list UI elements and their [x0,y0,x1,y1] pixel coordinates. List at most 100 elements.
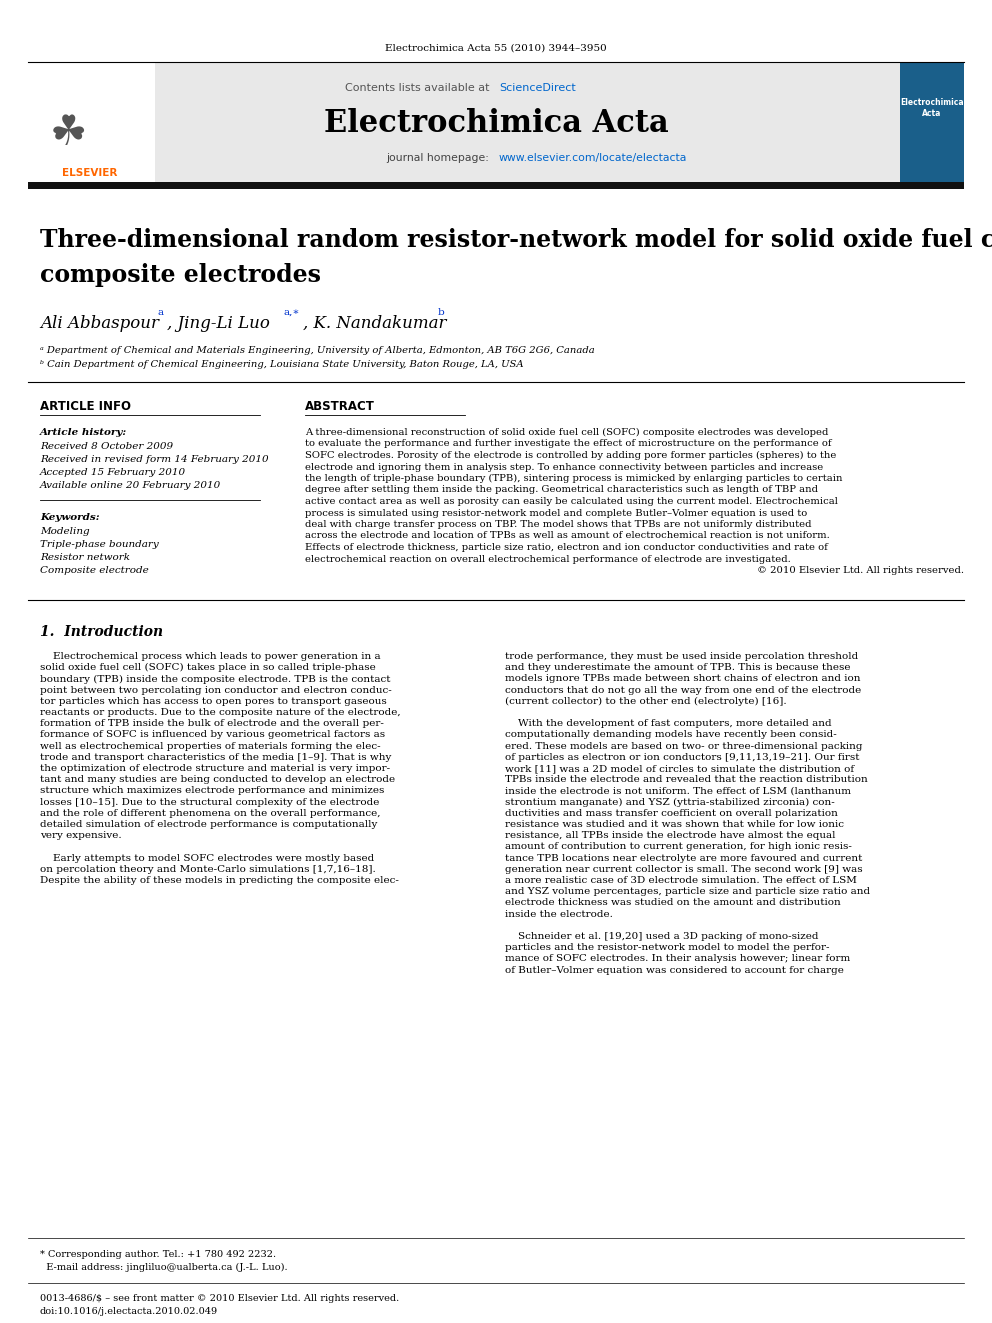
Text: reactants or products. Due to the composite nature of the electrode,: reactants or products. Due to the compos… [40,708,401,717]
Text: electrochemical reaction on overall electrochemical performance of electrode are: electrochemical reaction on overall elec… [305,554,791,564]
Text: tance TPB locations near electrolyte are more favoured and current: tance TPB locations near electrolyte are… [505,853,862,863]
Text: computationally demanding models have recently been consid-: computationally demanding models have re… [505,730,836,740]
Text: inside the electrode is not uniform. The effect of LSM (lanthanum: inside the electrode is not uniform. The… [505,786,851,795]
Bar [900,62,964,183]
Text: Received in revised form 14 February 2010: Received in revised form 14 February 201… [40,455,269,464]
Text: trode and transport characteristics of the media [1–9]. That is why: trode and transport characteristics of t… [40,753,392,762]
Text: E-mail address: jingliluo@ualberta.ca (J.-L. Luo).: E-mail address: jingliluo@ualberta.ca (J… [40,1263,288,1273]
Text: Three-dimensional random resistor-network model for solid oxide fuel cell: Three-dimensional random resistor-networ… [40,228,992,251]
Text: A three-dimensional reconstruction of solid oxide fuel cell (SOFC) composite ele: A three-dimensional reconstruction of so… [305,429,828,437]
Text: across the electrode and location of TPBs as well as amount of electrochemical r: across the electrode and location of TPB… [305,532,829,541]
Text: point between two percolating ion conductor and electron conduc-: point between two percolating ion conduc… [40,685,392,695]
Text: the length of triple-phase boundary (TPB), sintering process is mimicked by enla: the length of triple-phase boundary (TPB… [305,474,842,483]
Text: ARTICLE INFO: ARTICLE INFO [40,400,131,413]
Text: ered. These models are based on two- or three-dimensional packing: ered. These models are based on two- or … [505,742,862,750]
Text: ☘: ☘ [50,112,86,153]
Text: the optimization of electrode structure and material is very impor-: the optimization of electrode structure … [40,763,390,773]
Text: boundary (TPB) inside the composite electrode. TPB is the contact: boundary (TPB) inside the composite elec… [40,675,391,684]
Text: conductors that do not go all the way from one end of the electrode: conductors that do not go all the way fr… [505,685,861,695]
Text: Electrochimica Acta: Electrochimica Acta [323,107,669,139]
Text: resistance was studied and it was shown that while for low ionic: resistance was studied and it was shown … [505,820,844,830]
Text: Received 8 October 2009: Received 8 October 2009 [40,442,174,451]
Text: electrode thickness was studied on the amount and distribution: electrode thickness was studied on the a… [505,898,841,908]
Text: Modeling: Modeling [40,527,89,536]
Text: electrode and ignoring them in analysis step. To enhance connectivity between pa: electrode and ignoring them in analysis … [305,463,823,471]
Text: models ignore TPBs made between short chains of electron and ion: models ignore TPBs made between short ch… [505,675,860,684]
Text: well as electrochemical properties of materials forming the elec-: well as electrochemical properties of ma… [40,742,381,750]
Bar [155,62,900,183]
Text: ᵃ Department of Chemical and Materials Engineering, University of Alberta, Edmon: ᵃ Department of Chemical and Materials E… [40,347,595,355]
Text: Electrochemical process which leads to power generation in a: Electrochemical process which leads to p… [40,652,381,662]
Text: Accepted 15 February 2010: Accepted 15 February 2010 [40,468,186,478]
Text: structure which maximizes electrode performance and minimizes: structure which maximizes electrode perf… [40,786,384,795]
Text: solid oxide fuel cell (SOFC) takes place in so called triple-phase: solid oxide fuel cell (SOFC) takes place… [40,663,376,672]
Text: b: b [438,308,444,318]
Text: Ali Abbaspour: Ali Abbaspour [40,315,159,332]
Text: losses [10–15]. Due to the structural complexity of the electrode: losses [10–15]. Due to the structural co… [40,798,379,807]
Text: ductivities and mass transfer coefficient on overall polarization: ductivities and mass transfer coefficien… [505,808,838,818]
Text: active contact area as well as porosity can easily be calculated using the curre: active contact area as well as porosity … [305,497,838,505]
Text: * Corresponding author. Tel.: +1 780 492 2232.: * Corresponding author. Tel.: +1 780 492… [40,1250,276,1259]
Text: 1.  Introduction: 1. Introduction [40,624,163,639]
Text: and YSZ volume percentages, particle size and particle size ratio and: and YSZ volume percentages, particle siz… [505,888,870,896]
Text: , Jing-Li Luo: , Jing-Li Luo [167,315,270,332]
Text: Electrochimica
Acta: Electrochimica Acta [900,98,964,118]
Text: Contents lists available at: Contents lists available at [345,83,493,93]
Text: www.elsevier.com/locate/electacta: www.elsevier.com/locate/electacta [499,153,687,163]
Text: composite electrodes: composite electrodes [40,263,321,287]
Text: resistance, all TPBs inside the electrode have almost the equal: resistance, all TPBs inside the electrod… [505,831,835,840]
Text: Early attempts to model SOFC electrodes were mostly based: Early attempts to model SOFC electrodes … [40,853,374,863]
Text: degree after settling them inside the packing. Geometrical characteristics such : degree after settling them inside the pa… [305,486,818,495]
Text: , K. Nandakumar: , K. Nandakumar [303,315,446,332]
Text: Article history:: Article history: [40,429,127,437]
Text: formance of SOFC is influenced by various geometrical factors as: formance of SOFC is influenced by variou… [40,730,385,740]
Text: Despite the ability of these models in predicting the composite elec-: Despite the ability of these models in p… [40,876,399,885]
Text: Available online 20 February 2010: Available online 20 February 2010 [40,482,221,490]
Text: doi:10.1016/j.electacta.2010.02.049: doi:10.1016/j.electacta.2010.02.049 [40,1307,218,1316]
Text: Electrochimica Acta 55 (2010) 3944–3950: Electrochimica Acta 55 (2010) 3944–3950 [385,44,607,53]
Text: amount of contribution to current generation, for high ionic resis-: amount of contribution to current genera… [505,843,852,852]
Text: journal homepage:: journal homepage: [387,153,493,163]
Text: Effects of electrode thickness, particle size ratio, electron and ion conductor : Effects of electrode thickness, particle… [305,542,828,552]
Text: mance of SOFC electrodes. In their analysis however; linear form: mance of SOFC electrodes. In their analy… [505,954,850,963]
Text: generation near current collector is small. The second work [9] was: generation near current collector is sma… [505,865,863,873]
Text: particles and the resistor-network model to model the perfor-: particles and the resistor-network model… [505,943,829,953]
Text: Triple-phase boundary: Triple-phase boundary [40,540,159,549]
Text: ScienceDirect: ScienceDirect [499,83,575,93]
Text: of Butler–Volmer equation was considered to account for charge: of Butler–Volmer equation was considered… [505,966,844,975]
Text: 0013-4686/$ – see front matter © 2010 Elsevier Ltd. All rights reserved.: 0013-4686/$ – see front matter © 2010 El… [40,1294,399,1303]
Text: on percolation theory and Monte-Carlo simulations [1,7,16–18].: on percolation theory and Monte-Carlo si… [40,865,376,873]
Text: inside the electrode.: inside the electrode. [505,910,613,918]
Text: very expensive.: very expensive. [40,831,122,840]
Text: tant and many studies are being conducted to develop an electrode: tant and many studies are being conducte… [40,775,395,785]
Text: a,∗: a,∗ [283,308,300,318]
Text: a: a [158,308,164,318]
Text: formation of TPB inside the bulk of electrode and the overall per-: formation of TPB inside the bulk of elec… [40,720,384,728]
Text: SOFC electrodes. Porosity of the electrode is controlled by adding pore former p: SOFC electrodes. Porosity of the electro… [305,451,836,460]
Text: work [11] was a 2D model of circles to simulate the distribution of: work [11] was a 2D model of circles to s… [505,763,854,773]
Text: Composite electrode: Composite electrode [40,566,149,576]
Text: ᵇ Cain Department of Chemical Engineering, Louisiana State University, Baton Rou: ᵇ Cain Department of Chemical Engineerin… [40,360,524,369]
Text: strontium manganate) and YSZ (yttria-stabilized zirconia) con-: strontium manganate) and YSZ (yttria-sta… [505,798,834,807]
Text: detailed simulation of electrode performance is computationally: detailed simulation of electrode perform… [40,820,377,830]
Text: With the development of fast computers, more detailed and: With the development of fast computers, … [505,720,831,728]
Text: ELSEVIER: ELSEVIER [62,168,118,179]
Text: trode performance, they must be used inside percolation threshold: trode performance, they must be used ins… [505,652,858,662]
Text: TPBs inside the electrode and revealed that the reaction distribution: TPBs inside the electrode and revealed t… [505,775,868,785]
Text: © 2010 Elsevier Ltd. All rights reserved.: © 2010 Elsevier Ltd. All rights reserved… [757,566,964,576]
Text: to evaluate the performance and further investigate the effect of microstructure: to evaluate the performance and further … [305,439,831,448]
Text: of particles as electron or ion conductors [9,11,13,19–21]. Our first: of particles as electron or ion conducto… [505,753,859,762]
Text: deal with charge transfer process on TBP. The model shows that TPBs are not unif: deal with charge transfer process on TBP… [305,520,811,529]
Text: and they underestimate the amount of TPB. This is because these: and they underestimate the amount of TPB… [505,663,850,672]
Text: a more realistic case of 3D electrode simulation. The effect of LSM: a more realistic case of 3D electrode si… [505,876,857,885]
Text: tor particles which has access to open pores to transport gaseous: tor particles which has access to open p… [40,697,387,705]
Text: Schneider et al. [19,20] used a 3D packing of mono-sized: Schneider et al. [19,20] used a 3D packi… [505,931,818,941]
Bar [28,62,155,183]
Text: process is simulated using resistor-network model and complete Butler–Volmer equ: process is simulated using resistor-netw… [305,508,807,517]
Text: Keywords:: Keywords: [40,513,99,523]
Text: ABSTRACT: ABSTRACT [305,400,375,413]
Text: (current collector) to the other end (electrolyte) [16].: (current collector) to the other end (el… [505,697,787,706]
Text: and the role of different phenomena on the overall performance,: and the role of different phenomena on t… [40,808,381,818]
Bar [28,183,964,189]
Text: Resistor network: Resistor network [40,553,130,562]
